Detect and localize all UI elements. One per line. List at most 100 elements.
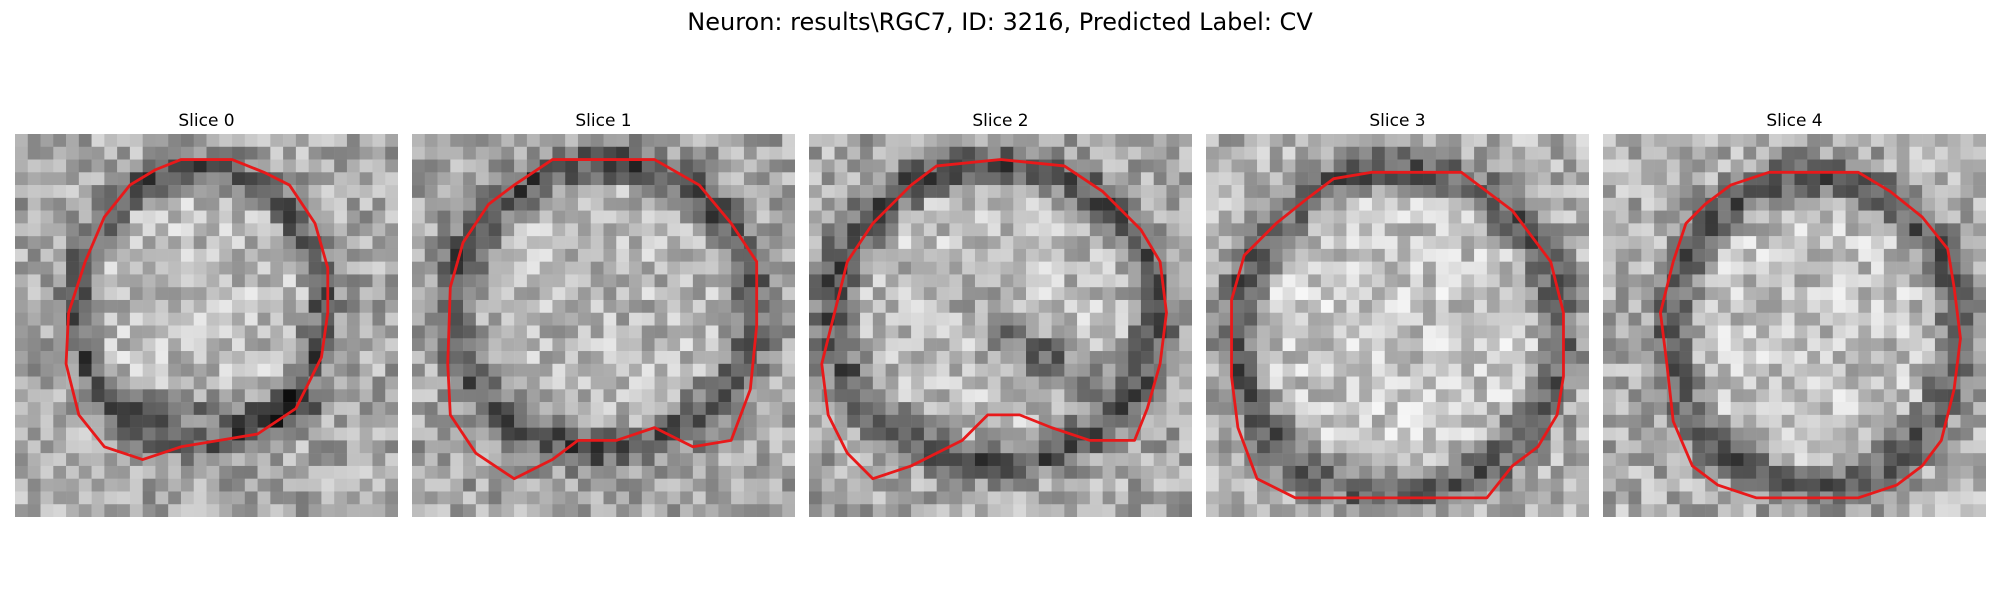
image-pixel (168, 402, 182, 416)
image-pixel (731, 389, 745, 403)
image-pixel (821, 389, 835, 403)
image-pixel (1179, 363, 1192, 377)
image-pixel (539, 236, 553, 250)
image-pixel (1064, 210, 1078, 224)
image-pixel (769, 427, 783, 441)
image-pixel (66, 338, 80, 352)
image-pixel (923, 504, 937, 517)
image-pixel (1641, 351, 1655, 365)
image-pixel (1359, 325, 1373, 339)
image-pixel (1973, 312, 1986, 326)
image-pixel (244, 185, 258, 199)
image-pixel (1384, 453, 1398, 467)
image-pixel (1115, 274, 1129, 288)
image-pixel (1858, 185, 1872, 199)
image-pixel (1179, 197, 1192, 211)
image-pixel (1257, 248, 1271, 262)
image-pixel (1461, 389, 1475, 403)
image-pixel (1013, 236, 1027, 250)
image-pixel (1435, 325, 1449, 339)
image-pixel (295, 440, 309, 454)
image-pixel (1486, 325, 1500, 339)
image-pixel (1883, 236, 1897, 250)
image-pixel (949, 453, 963, 467)
image-pixel (692, 478, 706, 492)
image-pixel (1832, 287, 1846, 301)
image-pixel (104, 504, 118, 517)
image-pixel (1077, 491, 1091, 505)
image-pixel (1858, 453, 1872, 467)
image-pixel (1231, 248, 1245, 262)
image-pixel (27, 185, 41, 199)
image-pixel (1896, 325, 1910, 339)
image-pixel (782, 236, 795, 250)
image-pixel (1269, 414, 1283, 428)
image-pixel (1026, 261, 1040, 275)
image-pixel (372, 299, 386, 313)
image-pixel (1499, 185, 1513, 199)
image-pixel (270, 312, 284, 326)
image-pixel (1768, 299, 1782, 313)
image-pixel (552, 351, 566, 365)
image-pixel (257, 299, 271, 313)
image-pixel (629, 414, 643, 428)
image-pixel (539, 363, 553, 377)
image-pixel (78, 465, 92, 479)
image-pixel (898, 491, 912, 505)
image-pixel (1179, 440, 1192, 454)
image-pixel (1666, 465, 1680, 479)
image-pixel (1474, 274, 1488, 288)
image-pixel (1269, 338, 1283, 352)
image-pixel (641, 236, 655, 250)
image-pixel (1423, 185, 1437, 199)
image-pixel (1705, 325, 1719, 339)
image-pixel (232, 299, 246, 313)
image-pixel (1026, 210, 1040, 224)
image-pixel (885, 453, 899, 467)
image-pixel (1013, 491, 1027, 505)
image-pixel (1615, 414, 1629, 428)
image-pixel (295, 134, 309, 148)
image-pixel (1845, 453, 1859, 467)
image-pixel (1320, 159, 1334, 173)
image-pixel (193, 185, 207, 199)
image-pixel (295, 274, 309, 288)
image-pixel (1077, 478, 1091, 492)
image-pixel (1768, 427, 1782, 441)
image-pixel (718, 389, 732, 403)
image-pixel (1397, 248, 1411, 262)
image-pixel (1244, 210, 1258, 224)
image-pixel (1845, 261, 1859, 275)
image-pixel (1051, 210, 1065, 224)
image-pixel (1179, 376, 1192, 390)
image-pixel (1794, 146, 1808, 160)
image-pixel (463, 478, 477, 492)
image-pixel (743, 210, 757, 224)
image-pixel (1717, 274, 1731, 288)
image-pixel (1947, 478, 1961, 492)
image-pixel (1064, 504, 1078, 517)
image-pixel (1603, 287, 1617, 301)
image-pixel (104, 427, 118, 441)
image-pixel (974, 210, 988, 224)
image-pixel (1973, 440, 1986, 454)
image-pixel (552, 465, 566, 479)
image-pixel (1909, 134, 1923, 148)
image-pixel (117, 197, 131, 211)
image-pixel (565, 134, 579, 148)
image-pixel (731, 159, 745, 173)
image-pixel (1512, 414, 1526, 428)
image-pixel (1153, 389, 1167, 403)
image-pixel (1883, 440, 1897, 454)
image-pixel (872, 159, 886, 173)
image-pixel (283, 478, 297, 492)
image-pixel (1871, 223, 1885, 237)
image-pixel (1654, 223, 1668, 237)
image-pixel (346, 134, 360, 148)
image-pixel (463, 325, 477, 339)
image-pixel (1295, 159, 1309, 173)
image-pixel (15, 287, 29, 301)
image-pixel (1308, 338, 1322, 352)
image-pixel (1077, 453, 1091, 467)
image-pixel (1576, 248, 1589, 262)
